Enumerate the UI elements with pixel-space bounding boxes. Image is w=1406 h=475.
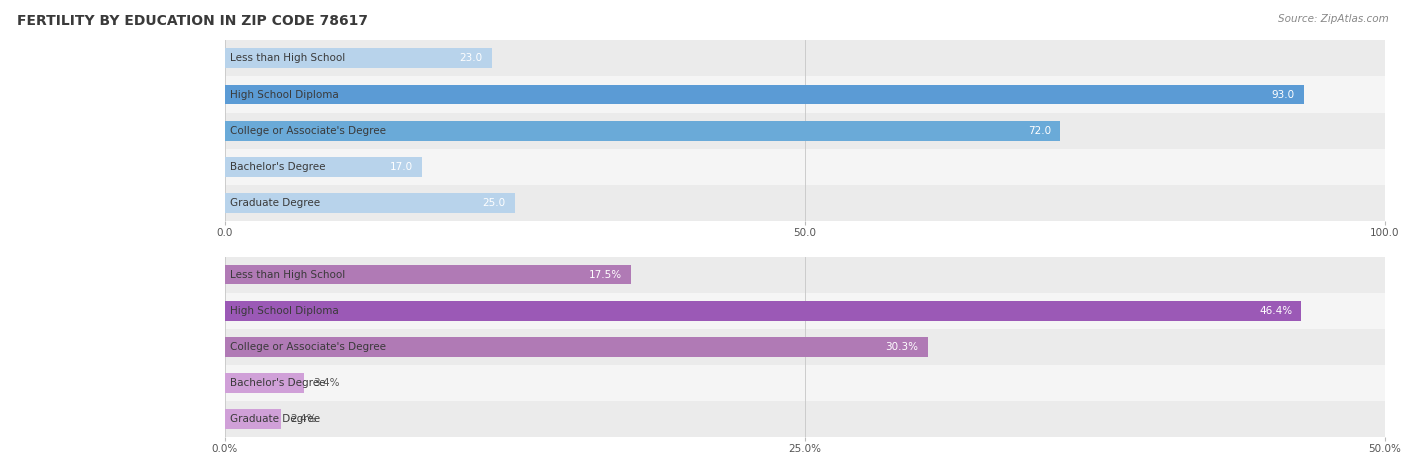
Text: 2.4%: 2.4% bbox=[290, 414, 316, 424]
Bar bbox=[225, 293, 1385, 329]
Bar bbox=[225, 373, 304, 393]
Text: High School Diploma: High School Diploma bbox=[229, 89, 339, 100]
Bar bbox=[225, 365, 1385, 401]
Bar bbox=[225, 185, 1385, 221]
Bar bbox=[225, 157, 422, 177]
Bar bbox=[225, 256, 1385, 293]
Bar bbox=[225, 265, 631, 285]
Text: Less than High School: Less than High School bbox=[229, 53, 344, 64]
Bar bbox=[225, 113, 1385, 149]
Text: Graduate Degree: Graduate Degree bbox=[229, 198, 319, 208]
Text: 72.0: 72.0 bbox=[1028, 125, 1050, 136]
Text: 17.5%: 17.5% bbox=[589, 269, 621, 280]
Text: FERTILITY BY EDUCATION IN ZIP CODE 78617: FERTILITY BY EDUCATION IN ZIP CODE 78617 bbox=[17, 14, 368, 28]
Bar bbox=[225, 409, 281, 429]
Text: 3.4%: 3.4% bbox=[314, 378, 340, 388]
Text: 25.0: 25.0 bbox=[482, 198, 506, 208]
Bar bbox=[225, 193, 515, 213]
Bar bbox=[225, 401, 1385, 437]
Bar bbox=[225, 85, 1303, 104]
Text: Less than High School: Less than High School bbox=[229, 269, 344, 280]
Bar bbox=[225, 337, 928, 357]
Text: High School Diploma: High School Diploma bbox=[229, 305, 339, 316]
Bar bbox=[225, 329, 1385, 365]
Text: Graduate Degree: Graduate Degree bbox=[229, 414, 319, 424]
Bar bbox=[225, 76, 1385, 113]
Text: Bachelor's Degree: Bachelor's Degree bbox=[229, 378, 325, 388]
Text: Source: ZipAtlas.com: Source: ZipAtlas.com bbox=[1278, 14, 1389, 24]
Text: College or Associate's Degree: College or Associate's Degree bbox=[229, 125, 385, 136]
Bar bbox=[225, 121, 1060, 141]
Bar bbox=[225, 301, 1302, 321]
Text: 93.0: 93.0 bbox=[1271, 89, 1295, 100]
Text: Bachelor's Degree: Bachelor's Degree bbox=[229, 162, 325, 172]
Text: 46.4%: 46.4% bbox=[1258, 305, 1292, 316]
Text: 17.0: 17.0 bbox=[389, 162, 413, 172]
Text: 30.3%: 30.3% bbox=[886, 342, 918, 352]
Text: 23.0: 23.0 bbox=[460, 53, 482, 64]
Bar bbox=[225, 149, 1385, 185]
Text: College or Associate's Degree: College or Associate's Degree bbox=[229, 342, 385, 352]
Bar bbox=[225, 48, 492, 68]
Bar bbox=[225, 40, 1385, 76]
